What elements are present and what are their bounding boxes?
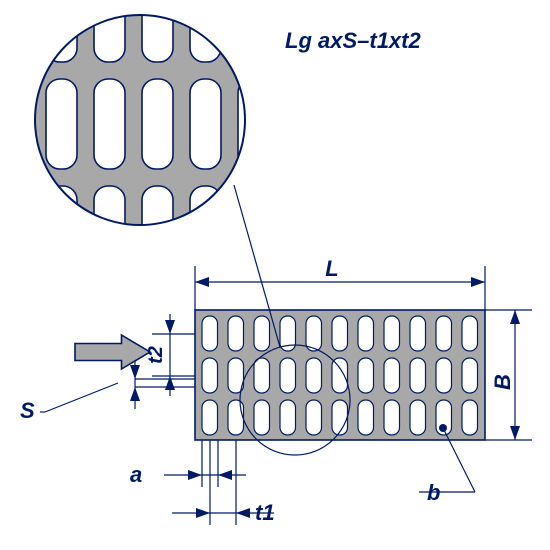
dim-b-label: b: [427, 480, 440, 505]
dim-S-label: S: [20, 398, 35, 423]
formula-title: Lg axS–t1xt2: [285, 28, 421, 54]
technical-diagram: L Bt2 a t1 Sb: [0, 0, 550, 550]
direction-arrow-icon: [75, 335, 150, 369]
perforated-sheet: [195, 310, 485, 440]
dim-B-label: B: [490, 374, 515, 390]
dim-a-label: a: [130, 462, 142, 487]
dim-t2-label: t2: [145, 346, 167, 364]
detail-view: [30, 0, 269, 276]
dim-L-label: L: [325, 256, 338, 281]
dim-t1-label: t1: [255, 500, 275, 525]
